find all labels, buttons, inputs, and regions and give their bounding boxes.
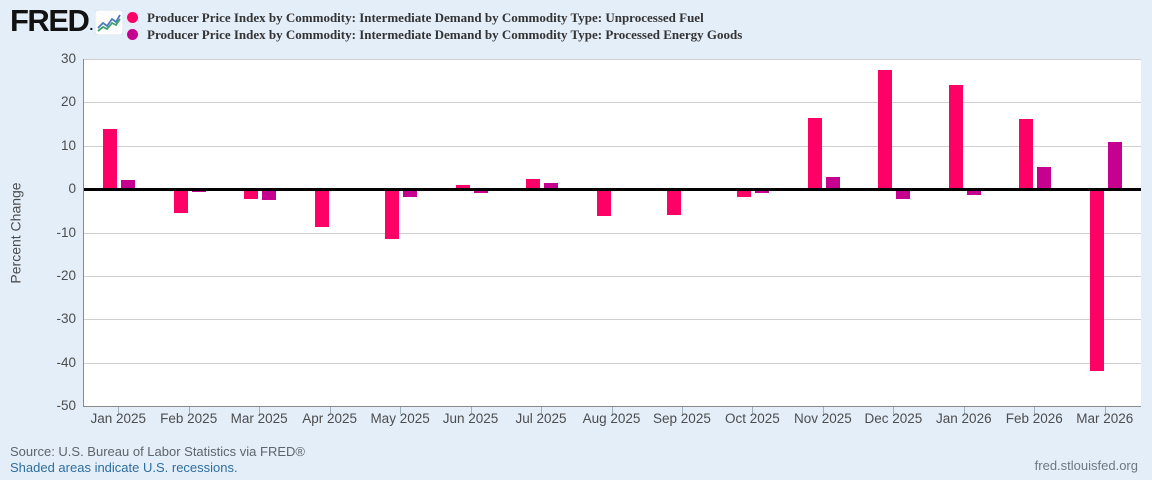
- legend-label-processed-energy-goods: Producer Price Index by Commodity: Inter…: [147, 26, 743, 42]
- fred-logo-dot: .: [89, 17, 94, 33]
- gridline-y--30: [84, 319, 1141, 321]
- bar-unprocessed-fuel-feb-2025[interactable]: [173, 189, 188, 214]
- bar-processed-energy-goods-jul-2025[interactable]: [544, 183, 559, 190]
- x-tick-mark: [681, 407, 683, 414]
- bar-processed-energy-goods-jun-2025[interactable]: [473, 189, 488, 194]
- bar-processed-energy-goods-nov-2025[interactable]: [825, 176, 840, 190]
- bar-processed-energy-goods-may-2025[interactable]: [403, 189, 418, 198]
- bar-unprocessed-fuel-nov-2025[interactable]: [807, 117, 822, 190]
- y-tick-label--40: -40: [56, 354, 76, 370]
- x-tick-label-feb-2026: Feb 2026: [1005, 411, 1063, 426]
- bar-processed-energy-goods-dec-2025[interactable]: [896, 189, 911, 200]
- bar-unprocessed-fuel-jun-2025[interactable]: [455, 184, 470, 190]
- legend-item-processed-energy-goods: Producer Price Index by Commodity: Inter…: [127, 26, 742, 43]
- x-tick-mark: [400, 407, 402, 414]
- x-tick-label-jan-2025: Jan 2025: [90, 411, 146, 426]
- x-tick-mark: [1034, 407, 1036, 414]
- x-axis-ticks: [83, 407, 1140, 414]
- x-tick-mark: [470, 407, 472, 414]
- x-tick-label-aug-2025: Aug 2025: [582, 411, 641, 426]
- y-tick-label--30: -30: [56, 311, 76, 327]
- bar-unprocessed-fuel-apr-2025[interactable]: [314, 189, 329, 227]
- y-tick-label-30: 30: [60, 51, 76, 66]
- bar-unprocessed-fuel-jan-2025[interactable]: [103, 128, 118, 190]
- gridline-y--10: [84, 232, 1141, 234]
- y-tick-label--50: -50: [56, 398, 76, 413]
- x-tick-label-oct-2025: Oct 2025: [725, 411, 780, 426]
- zero-line: [84, 188, 1141, 192]
- bar-unprocessed-fuel-feb-2026[interactable]: [1019, 118, 1034, 190]
- x-tick-label-sep-2025: Sep 2025: [653, 411, 711, 426]
- bar-unprocessed-fuel-jul-2025[interactable]: [526, 178, 541, 190]
- x-tick-mark: [1104, 407, 1106, 414]
- x-tick-mark: [752, 407, 754, 414]
- recessions-note-link[interactable]: Shaded areas indicate U.S. recessions.: [10, 460, 238, 475]
- chart-legend: Producer Price Index by Commodity: Inter…: [127, 9, 742, 43]
- x-tick-label-may-2025: May 2025: [370, 411, 430, 426]
- x-tick-mark: [118, 407, 120, 414]
- bar-processed-energy-goods-jan-2025[interactable]: [121, 180, 136, 190]
- bar-processed-energy-goods-feb-2026[interactable]: [1037, 167, 1052, 190]
- x-tick-label-apr-2025: Apr 2025: [302, 411, 358, 426]
- bar-unprocessed-fuel-aug-2025[interactable]: [596, 189, 611, 217]
- x-tick-mark: [541, 407, 543, 414]
- source-text: Source: U.S. Bureau of Labor Statistics …: [10, 444, 305, 459]
- x-tick-mark: [893, 407, 895, 414]
- y-tick-label--20: -20: [56, 267, 76, 283]
- plot-area: [83, 59, 1141, 407]
- x-tick-label-jul-2025: Jul 2025: [515, 411, 567, 426]
- bar-unprocessed-fuel-mar-2025[interactable]: [244, 189, 259, 199]
- x-tick-mark: [963, 407, 965, 414]
- bar-unprocessed-fuel-dec-2025[interactable]: [878, 70, 893, 190]
- bar-unprocessed-fuel-oct-2025[interactable]: [737, 189, 752, 198]
- x-tick-label-dec-2025: Dec 2025: [864, 411, 923, 426]
- x-tick-mark: [822, 407, 824, 414]
- x-tick-label-nov-2025: Nov 2025: [793, 411, 852, 426]
- legend-dot-processed-energy-goods: [127, 29, 138, 40]
- bar-unprocessed-fuel-may-2025[interactable]: [385, 189, 400, 240]
- fred-logo[interactable]: FRED .: [10, 3, 124, 40]
- y-tick-label-10: 10: [60, 137, 76, 153]
- gridline-y--20: [84, 275, 1141, 277]
- gridline-y-30: [84, 59, 1141, 60]
- x-tick-label-mar-2025: Mar 2025: [230, 411, 288, 426]
- y-axis: 30 20 10 0 -10 -20 -30 -40 -50: [0, 51, 76, 413]
- bar-processed-energy-goods-mar-2025[interactable]: [262, 189, 277, 201]
- x-tick-mark: [611, 407, 613, 414]
- bar-processed-energy-goods-jan-2026[interactable]: [966, 189, 981, 195]
- legend-item-unprocessed-fuel: Producer Price Index by Commodity: Inter…: [127, 9, 742, 26]
- bar-processed-energy-goods-mar-2026[interactable]: [1107, 141, 1122, 190]
- bar-unprocessed-fuel-jan-2026[interactable]: [948, 84, 963, 190]
- legend-label-unprocessed-fuel: Producer Price Index by Commodity: Inter…: [147, 9, 704, 25]
- x-axis: Jan 2025 Feb 2025 Mar 2025 Apr 2025 May 2025…: [83, 411, 1140, 429]
- x-tick-label-mar-2026: Mar 2026: [1076, 411, 1134, 426]
- bar-unprocessed-fuel-sep-2025[interactable]: [666, 189, 681, 216]
- sparkline-chart-icon: [94, 9, 124, 40]
- x-tick-mark: [188, 407, 190, 414]
- legend-dot-unprocessed-fuel: [127, 12, 138, 23]
- y-tick-label--10: -10: [56, 224, 76, 240]
- x-tick-label-jan-2026: Jan 2026: [936, 411, 992, 426]
- fred-logo-text: FRED: [10, 3, 90, 38]
- gridline-y-20: [84, 102, 1141, 104]
- gridline-y-10: [84, 145, 1141, 147]
- x-tick-mark: [329, 407, 331, 414]
- y-tick-label-0: 0: [68, 181, 76, 197]
- bar-unprocessed-fuel-mar-2026[interactable]: [1089, 189, 1104, 372]
- y-tick-label-20: 20: [60, 94, 76, 110]
- gridline-y--40: [84, 362, 1141, 364]
- x-tick-label-jun-2025: Jun 2025: [442, 411, 499, 426]
- x-tick-label-feb-2025: Feb 2025: [160, 411, 218, 426]
- fred-site-link[interactable]: fred.stlouisfed.org: [1034, 458, 1138, 473]
- x-tick-mark: [259, 407, 261, 414]
